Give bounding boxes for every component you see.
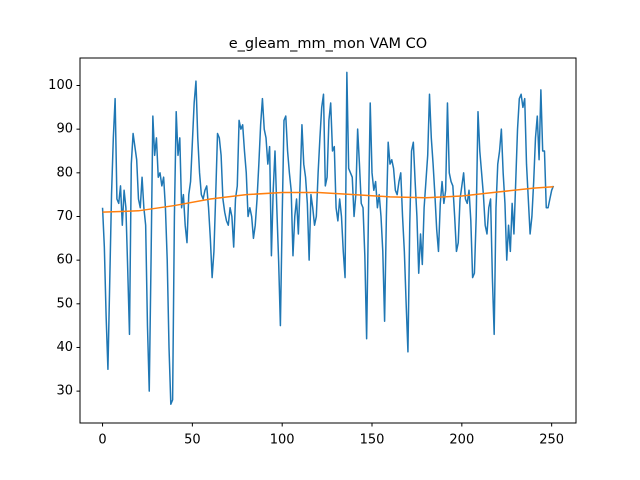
axes-frame (79, 57, 577, 424)
x-tick-label: 200 (449, 433, 474, 448)
x-tick-label: 100 (270, 433, 295, 448)
y-tick-label: 70 (56, 209, 73, 224)
y-tick-label: 90 (56, 122, 73, 137)
y-tick-label: 50 (56, 296, 73, 311)
y-tick-label: 80 (56, 165, 73, 180)
y-tick-label: 100 (48, 78, 73, 93)
x-tick-label: 150 (360, 433, 385, 448)
x-tick-label: 0 (98, 433, 106, 448)
y-tick-label: 30 (56, 384, 73, 399)
y-tick-label: 40 (56, 340, 73, 355)
plot-area (101, 71, 555, 405)
x-tick-label: 250 (539, 433, 564, 448)
y-tick-label: 60 (56, 253, 73, 268)
chart-title: e_gleam_mm_mon VAM CO (229, 36, 427, 52)
line-series (102, 186, 554, 213)
x-tick-label: 50 (184, 433, 201, 448)
line-series (101, 71, 555, 405)
